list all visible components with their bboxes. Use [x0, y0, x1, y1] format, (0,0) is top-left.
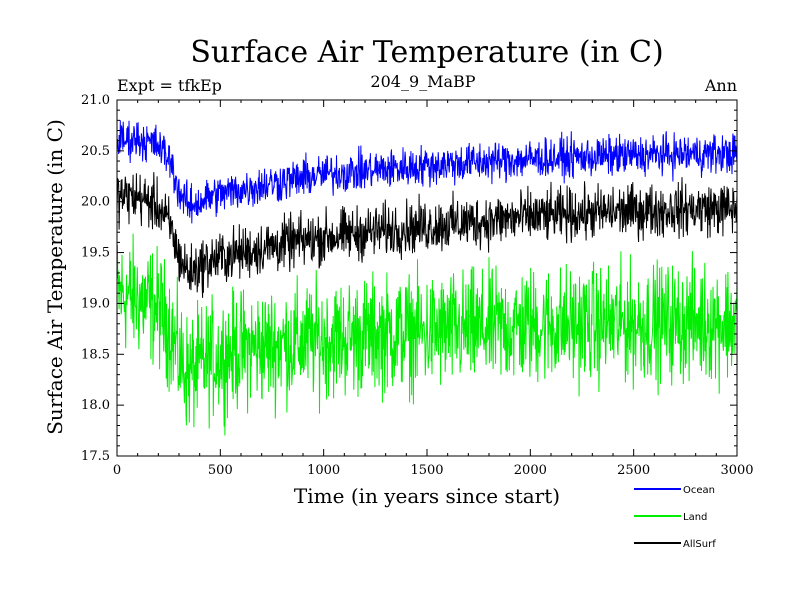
x-tick-label: 2500	[617, 463, 650, 478]
y-tick-label: 18.0	[81, 398, 110, 413]
x-axis: 0 500 1000 1500 2000 2500 3000	[113, 100, 754, 478]
y-tick-label: 17.5	[81, 449, 110, 464]
y-axis: 17.5 18.0 18.5 19.0 19.5 20.0 20.5 21.0	[81, 93, 737, 464]
chart-subtitle: 204_9_MaBP	[370, 72, 475, 91]
legend-label-allsurf: AllSurf	[683, 539, 716, 550]
x-tick-label: 0	[113, 463, 121, 478]
x-tick-label: 3000	[720, 463, 753, 478]
series-line-allsurf	[116, 172, 738, 298]
y-tick-label: 19.5	[81, 246, 110, 261]
x-tick-label: 1000	[307, 463, 340, 478]
y-tick-label: 18.5	[81, 347, 110, 362]
y-axis-label: Surface Air Temperature (in C)	[43, 119, 67, 435]
experiment-label: Expt = tfkEp	[117, 76, 222, 95]
series-line-ocean	[116, 120, 738, 224]
y-tick-label: 21.0	[81, 93, 110, 108]
legend-label-ocean: Ocean	[683, 485, 715, 496]
chart-title: Surface Air Temperature (in C)	[190, 35, 663, 70]
legend-label-land: Land	[683, 512, 707, 523]
y-tick-label: 20.0	[81, 195, 110, 210]
x-tick-label: 500	[208, 463, 233, 478]
y-tick-label: 20.5	[81, 144, 110, 159]
x-axis-label: Time (in years since start)	[294, 484, 560, 508]
plot-series-group	[116, 120, 738, 436]
season-label: Ann	[704, 76, 737, 95]
series-line-land	[116, 233, 738, 436]
y-tick-label: 19.0	[81, 296, 110, 311]
x-tick-label: 2000	[514, 463, 547, 478]
legend: Ocean Land AllSurf	[634, 485, 716, 550]
x-tick-label: 1500	[410, 463, 443, 478]
